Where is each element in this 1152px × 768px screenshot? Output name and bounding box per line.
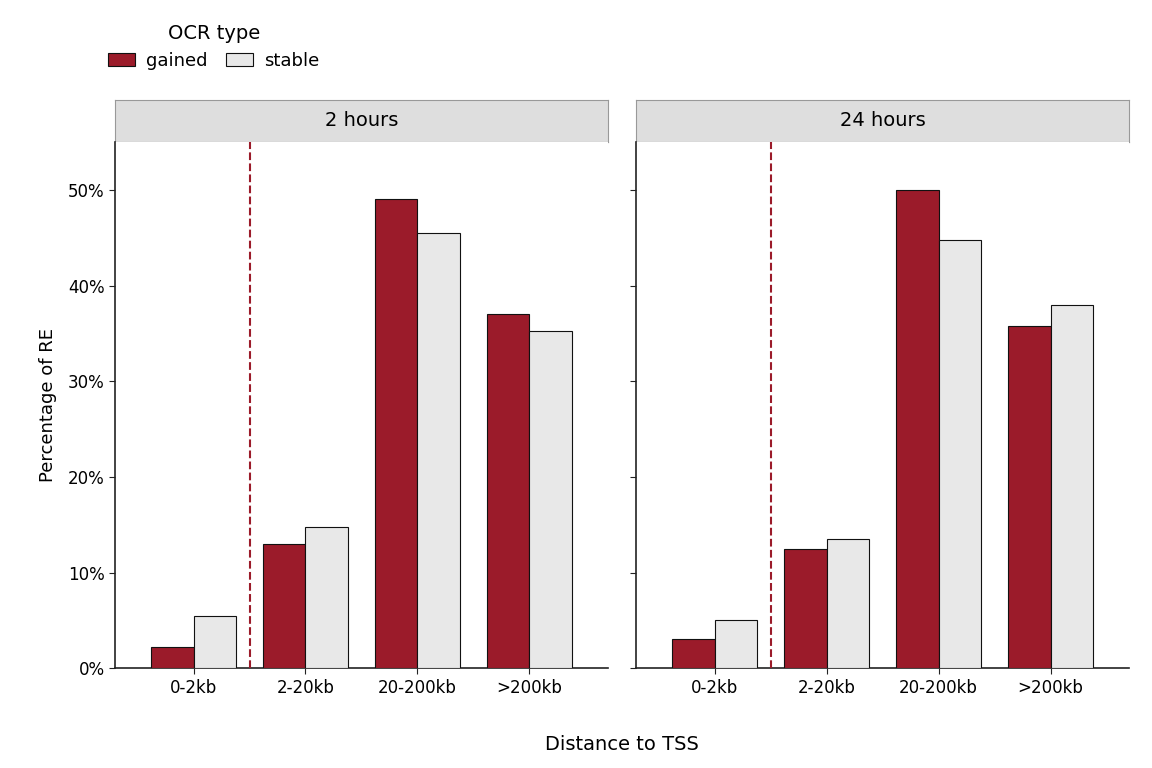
Bar <box>785 548 827 668</box>
Legend: gained, stable: gained, stable <box>101 17 326 77</box>
Bar <box>529 332 571 668</box>
Bar <box>939 240 982 668</box>
Bar <box>1008 326 1051 668</box>
Text: Distance to TSS: Distance to TSS <box>545 736 699 754</box>
Bar <box>1051 305 1093 668</box>
Bar <box>374 200 417 668</box>
Bar <box>263 544 305 668</box>
Bar <box>896 190 939 668</box>
Bar <box>715 621 757 668</box>
Bar <box>487 314 529 668</box>
Bar <box>194 616 236 668</box>
Text: 2 hours: 2 hours <box>325 111 399 131</box>
Bar <box>673 640 715 668</box>
Bar <box>305 527 348 668</box>
Bar <box>151 647 194 668</box>
Bar <box>827 539 870 668</box>
Text: 24 hours: 24 hours <box>840 111 925 131</box>
Y-axis label: Percentage of RE: Percentage of RE <box>39 328 56 482</box>
Bar <box>417 233 460 668</box>
